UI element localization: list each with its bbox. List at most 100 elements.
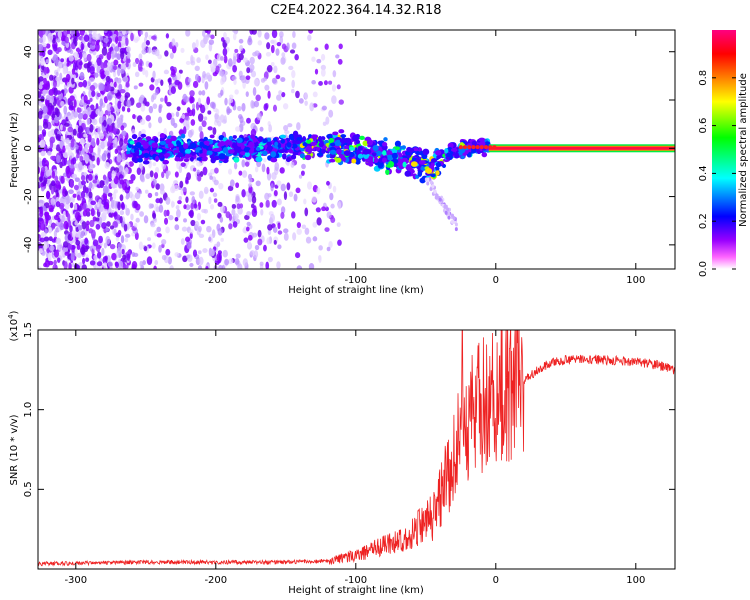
spectrogram-noise-dot (321, 206, 326, 212)
spectrogram-signal-dot (351, 158, 357, 164)
spectrogram-noise-dot (130, 32, 134, 42)
spectrogram-noise-dot (188, 229, 194, 234)
spectrogram-noise-dot (253, 78, 259, 87)
spectrogram-signal-dot (218, 153, 226, 160)
spectrogram-noise-dot (235, 253, 241, 259)
spectrogram-noise-dot (121, 248, 125, 255)
spectrogram-noise-dot (43, 236, 50, 242)
spectrogram-noise-dot (245, 75, 251, 81)
spectrogram-noise-dot (178, 129, 185, 135)
spectrogram-noise-dot (125, 233, 131, 238)
spectrogram-noise-dot (79, 137, 85, 145)
spectrogram-signal-dot (368, 162, 374, 167)
spectrogram-noise-dot (197, 225, 202, 232)
spectrogram-noise-dot (112, 65, 118, 71)
spectrogram-noise-dot (83, 133, 88, 138)
spectrogram-noise-dot (309, 102, 315, 112)
spectrogram-noise-dot (293, 193, 298, 202)
spectrogram-peak-dot (458, 145, 463, 150)
spectrogram-noise-dot (68, 189, 74, 195)
spectrogram-tail-dot (431, 184, 435, 189)
spectrogram-noise-dot (266, 166, 270, 175)
spectrogram-noise-dot (64, 251, 70, 256)
spectrogram-noise-dot (301, 224, 307, 230)
spectrogram-noise-dot (290, 161, 295, 168)
spectrogram-noise-dot (124, 92, 131, 99)
spectrogram-noise-dot (93, 254, 99, 261)
snr-ytick-label: 1.5 (23, 322, 34, 338)
spectrogram-noise-dot (42, 180, 47, 187)
spectrogram-noise-dot (108, 135, 113, 144)
spectrogram-noise-dot (126, 51, 131, 60)
spectrogram-noise-dot (103, 30, 108, 34)
spectrogram-peak-dot (471, 145, 476, 150)
spectrogram-noise-dot (323, 80, 328, 86)
spectrogram-noise-dot (83, 202, 87, 211)
spectrogram-noise-dot (136, 102, 142, 108)
spectrogram-noise-dot (135, 57, 140, 65)
snr-ylabel: SNR (10 * v/v) (9, 414, 20, 485)
spectrogram-noise-dot (294, 54, 299, 61)
spectrogram-noise-dot (126, 46, 131, 53)
spectrogram-noise-dot (228, 168, 233, 175)
spectrogram-tail-dot (429, 187, 433, 192)
spectrogram-signal-dot (430, 173, 436, 178)
spectrogram-xtick-label: -200 (204, 275, 227, 286)
spectrogram-noise-dot (65, 197, 70, 205)
spectrogram-noise-dot (201, 30, 206, 37)
spectrogram-noise-dot (264, 32, 270, 40)
spectrogram-noise-dot (74, 248, 78, 257)
spectrogram-noise-dot (146, 256, 153, 266)
spectrogram-noise-dot (86, 106, 92, 116)
spectrogram-noise-dot (324, 227, 330, 232)
spectrogram-noise-dot (92, 239, 99, 247)
spectrogram-noise-dot (97, 147, 101, 156)
spectrogram-noise-dot (173, 180, 179, 185)
spectrogram-noise-dot (52, 144, 57, 150)
spectrogram-signal-dot (305, 145, 312, 152)
spectrogram-noise-dot (154, 260, 159, 266)
spectrogram-noise-dot (73, 99, 77, 108)
spectrogram-signal-dot (164, 152, 171, 157)
spectrogram-noise-dot (84, 144, 88, 152)
spectrogram-signal-dot (357, 153, 364, 159)
spectrogram-signal-dot (159, 140, 167, 146)
spectrogram-noise-dot (185, 196, 189, 203)
spectrogram-signal-dot (339, 138, 347, 144)
spectrogram-signal-dot (381, 157, 387, 163)
figure-title: C2E4.2022.364.14.32.R18 (270, 3, 441, 18)
spectrogram-noise-dot (206, 225, 212, 233)
spectrogram-signal-dot (217, 142, 224, 147)
spectrogram-noise-dot (213, 179, 219, 186)
spectrogram-noise-dot (73, 263, 79, 269)
spectrogram-noise-dot (108, 212, 113, 218)
spectrogram-noise-dot (58, 62, 64, 69)
spectrogram-noise-dot (120, 68, 125, 74)
spectrogram-noise-dot (120, 235, 125, 244)
spectrogram-signal-dot (199, 141, 205, 147)
spectrogram-noise-dot (185, 30, 191, 37)
spectrogram-noise-dot (337, 58, 343, 65)
spectrogram-noise-dot (271, 199, 277, 208)
spectrogram-noise-dot (60, 136, 64, 141)
spectrogram-signal-dot (338, 129, 345, 134)
spectrogram-noise-dot (148, 62, 153, 68)
spectrogram-noise-dot (318, 245, 323, 251)
spectrogram-noise-dot (59, 124, 64, 131)
spectrogram-noise-dot (301, 163, 306, 170)
spectrogram-noise-dot (114, 36, 119, 44)
spectrogram-noise-dot (337, 201, 342, 210)
spectrogram-noise-dot (173, 184, 179, 192)
spectrogram-noise-dot (292, 30, 296, 39)
spectrogram-noise-dot (144, 31, 149, 38)
spectrogram-noise-dot (287, 123, 293, 128)
spectrogram-noise-dot (174, 252, 180, 257)
spectrogram-noise-dot (117, 201, 121, 211)
spectrogram-noise-dot (207, 126, 213, 131)
colorbar-gradient (712, 30, 736, 269)
spectrogram-noise-dot (296, 122, 301, 131)
spectrogram-noise-dot (198, 125, 203, 133)
spectrogram-noise-dot (76, 153, 80, 159)
spectrogram-signal-dot (288, 133, 295, 141)
spectrogram-noise-dot (95, 223, 101, 230)
